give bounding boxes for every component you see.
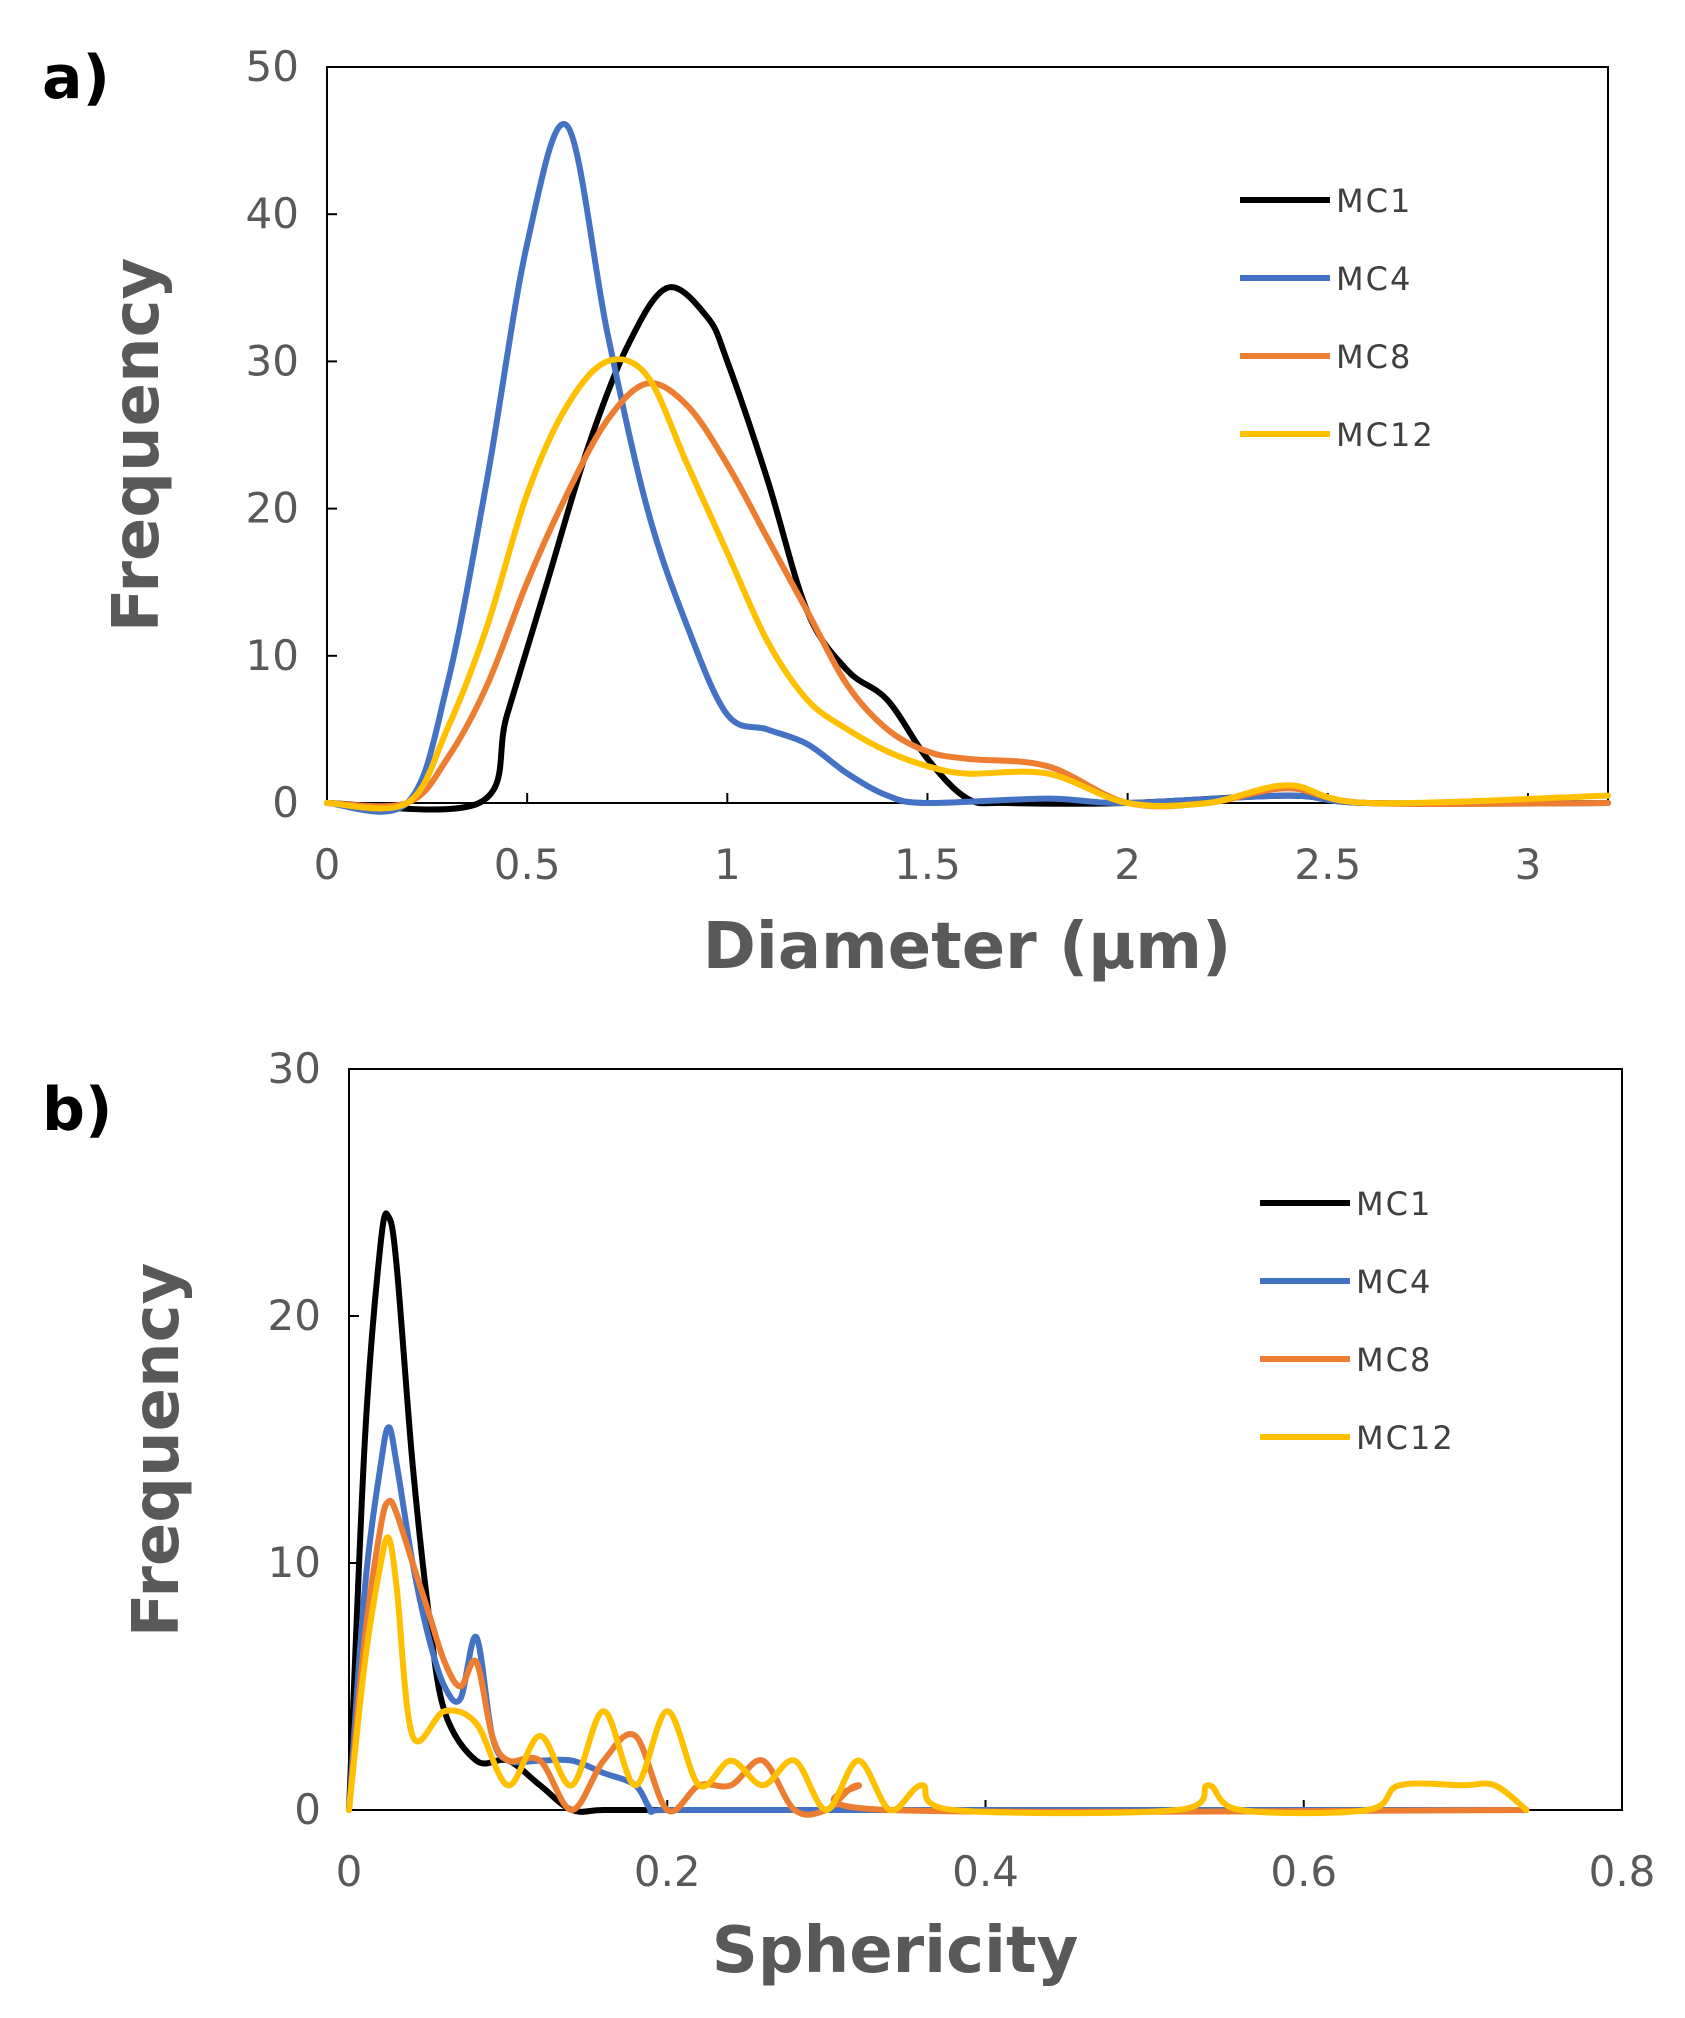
panel-a-x-tick-label-0-5: 0.5	[494, 840, 561, 889]
chart-panel-a: a) 0 10 20 30 40 50 0 0.5 1 1.5 2 2.5 3 Diameter (µm…	[42, 42, 1611, 984]
panel-a-x-tick-label-2: 2	[1114, 840, 1141, 889]
panel-b-legend-label-mc8: MC8	[1356, 1341, 1432, 1379]
panel-a-y-tick-label-20: 20	[246, 484, 299, 533]
panel-b-x-axis-title: Sphericity	[712, 1914, 1079, 1988]
panel-b-x-tick-label-0: 0	[336, 1847, 363, 1896]
panel-b-x-tick-label-0-2: 0.2	[634, 1847, 701, 1896]
panel-b-y-tick-label-10: 10	[268, 1538, 321, 1587]
panel-a-ticks: 0 10 20 30 40 50 0 0.5 1 1.5 2 2.5 3	[246, 42, 1542, 889]
panel-b-legend-label-mc4: MC4	[1356, 1263, 1432, 1301]
panel-b-y-tick-label-20: 20	[268, 1291, 321, 1340]
panel-a-label: a)	[42, 43, 110, 113]
panel-a-y-axis-title: Frequency	[100, 258, 174, 633]
panel-a-x-tick-label-0: 0	[314, 840, 341, 889]
chart-panel-b: b) 0 10 20 30 0 0.2 0.4 0.6 0.8 Sphericity Frequ…	[42, 1044, 1655, 1988]
panel-b-legend: MC1 MC4 MC8 MC12	[1260, 1185, 1455, 1457]
panel-a-x-axis-title: Diameter (µm)	[703, 910, 1231, 984]
panel-a-y-tick-label-40: 40	[246, 189, 299, 238]
panel-b-x-tick-label-0-4: 0.4	[952, 1847, 1019, 1896]
panel-a-legend: MC1 MC4 MC8 MC12	[1240, 182, 1435, 454]
panel-b-series	[346, 1210, 1530, 1818]
panel-a-legend-label-mc8: MC8	[1336, 338, 1412, 376]
panel-b-x-tick-label-0-8: 0.8	[1589, 1847, 1656, 1896]
panel-b-legend-label-mc1: MC1	[1356, 1185, 1432, 1223]
panel-a-y-tick-label-30: 30	[246, 336, 299, 385]
panel-a-x-tick-label-3: 3	[1515, 840, 1542, 889]
panel-a-series	[324, 121, 1611, 815]
panel-b-label: b)	[42, 1075, 112, 1145]
panel-b-y-axis-title: Frequency	[120, 1263, 194, 1638]
panel-a-y-tick-label-50: 50	[246, 42, 299, 91]
panel-a-legend-label-mc1: MC1	[1336, 182, 1412, 220]
panel-a-legend-label-mc4: MC4	[1336, 260, 1412, 298]
panel-a-x-tick-label-1-5: 1.5	[894, 840, 961, 889]
panel-a-y-tick-label-0: 0	[272, 778, 299, 827]
panel-a-series-line-mc4	[324, 121, 1611, 815]
panel-a-series-line-mc12	[324, 356, 1611, 812]
panel-a-x-tick-label-2-5: 2.5	[1294, 840, 1361, 889]
panel-b-y-tick-label-30: 30	[268, 1044, 321, 1093]
panel-a-y-tick-label-10: 10	[246, 631, 299, 680]
panel-b-series-line-mc8	[346, 1497, 1530, 1818]
panel-b-legend-label-mc12: MC12	[1356, 1419, 1455, 1457]
panel-a-legend-label-mc12: MC12	[1336, 416, 1435, 454]
panel-b-x-tick-label-0-6: 0.6	[1270, 1847, 1337, 1896]
panel-b-y-tick-label-0: 0	[294, 1785, 321, 1834]
panel-b-ticks: 0 10 20 30 0 0.2 0.4 0.6 0.8	[268, 1044, 1656, 1896]
panel-a-x-tick-label-1: 1	[714, 840, 741, 889]
panel-b-series-line-mc12	[346, 1534, 1530, 1817]
